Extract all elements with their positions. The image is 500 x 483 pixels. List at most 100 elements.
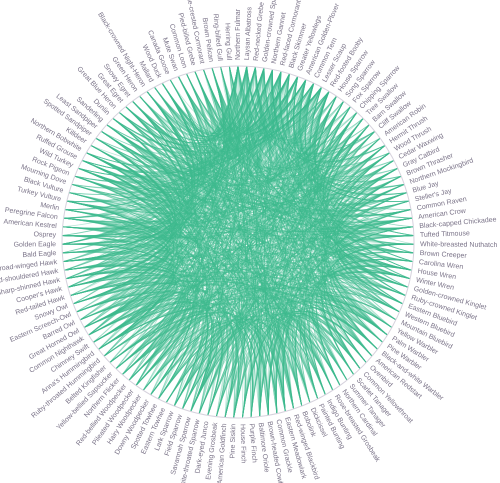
chord-link (86, 82, 202, 186)
chord-link (154, 67, 265, 136)
chord-link (315, 106, 381, 184)
chord-link (224, 299, 393, 418)
chord-link (154, 65, 239, 136)
chord-link (62, 106, 185, 254)
chord-link (90, 106, 351, 187)
chord-link (177, 69, 273, 133)
chord-link (66, 200, 209, 410)
chord-link (317, 152, 390, 375)
chord-link (79, 82, 315, 321)
chord-link (65, 76, 299, 280)
chord-link (263, 67, 406, 296)
chord-link (292, 83, 334, 391)
chord-link (314, 95, 414, 254)
chord-link (73, 71, 282, 305)
chord-link (135, 67, 265, 386)
chord-link (64, 209, 168, 288)
chord-link (319, 175, 402, 375)
chord-link (207, 312, 367, 416)
chord-link (306, 86, 383, 343)
chord-link (314, 91, 414, 262)
chord-link (309, 106, 355, 375)
chord-link (336, 235, 414, 313)
chord-link (293, 76, 414, 236)
chord-link (165, 312, 361, 403)
chord-link (86, 152, 269, 416)
chord-link (61, 243, 208, 410)
chord-link (62, 226, 166, 254)
chord-link (68, 192, 185, 375)
chord-link (61, 183, 405, 245)
chord-link (298, 79, 395, 173)
chord-link (313, 91, 405, 190)
chord-link (275, 209, 412, 414)
chord-link (186, 73, 364, 172)
chord-link (61, 243, 186, 381)
chord-link (62, 145, 386, 230)
node-label: Golden Eagle (14, 241, 57, 249)
chord-link (98, 286, 397, 350)
chord-link (263, 67, 414, 262)
chord-link (271, 69, 390, 167)
chord-link (294, 259, 413, 407)
chord-link (70, 91, 194, 297)
chord-link (269, 71, 294, 410)
chord-link (139, 66, 256, 139)
chord-link (106, 124, 204, 400)
chord-link (157, 65, 239, 400)
chord-link (255, 66, 414, 254)
chord-link (81, 86, 322, 174)
chord-link (336, 183, 406, 297)
chord-link (173, 66, 248, 407)
chord-link (146, 91, 319, 400)
chord-link (290, 321, 319, 403)
chord-link (135, 66, 256, 386)
chord-link (135, 152, 390, 386)
chord-link (79, 282, 393, 328)
chord-link (271, 69, 390, 167)
chord-link (112, 117, 225, 416)
chord-link (211, 67, 282, 131)
chord-link (63, 82, 315, 219)
chord-link (61, 69, 273, 245)
chord-link (70, 282, 261, 417)
chord-link (62, 86, 196, 237)
chord-link (190, 71, 231, 412)
chord-link (157, 318, 326, 400)
chord-link (224, 65, 239, 418)
chord-link (139, 95, 376, 180)
chord-link (202, 69, 361, 369)
chord-link (83, 65, 239, 328)
chord-link (211, 67, 367, 363)
chord-link (66, 175, 170, 218)
chord-link (259, 243, 415, 417)
chord-link (74, 82, 315, 184)
chord-link (98, 306, 295, 410)
chord-link (61, 167, 170, 245)
chord-link (61, 79, 307, 245)
chord-link (272, 69, 412, 271)
chord-link (128, 315, 207, 400)
chord-link (62, 91, 193, 254)
chord-link (228, 66, 412, 271)
chord-link (169, 79, 330, 141)
chord-link (86, 91, 196, 187)
chord-link (266, 71, 286, 412)
chord-link (74, 175, 172, 210)
chord-link (63, 192, 168, 263)
chord-link (307, 310, 348, 381)
chord-link (190, 67, 265, 412)
chord-link (64, 209, 189, 386)
chord-link (246, 66, 269, 416)
chord-link (220, 66, 246, 418)
chord-link (299, 79, 412, 210)
chord-link (90, 106, 190, 187)
chord-link (289, 91, 330, 403)
chord-link (279, 71, 406, 296)
chord-link (65, 268, 177, 350)
chord-link (282, 192, 408, 412)
chord-link (146, 91, 400, 313)
chord-link (282, 124, 370, 412)
chord-link (83, 82, 315, 328)
chord-link (63, 137, 175, 263)
